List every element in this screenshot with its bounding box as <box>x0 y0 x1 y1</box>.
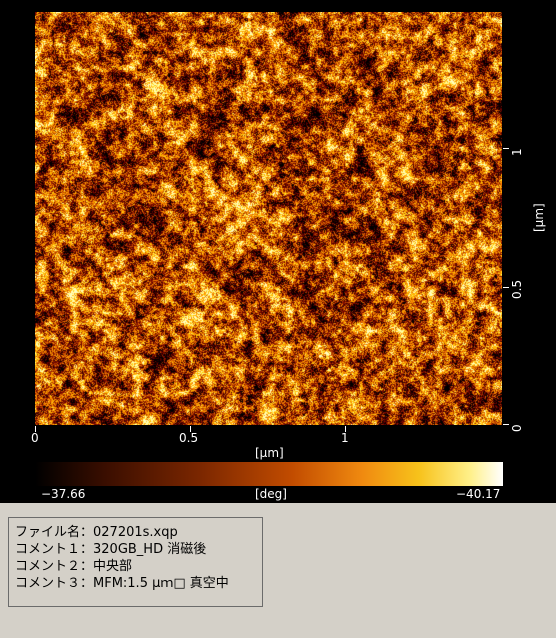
comment-3-line: コメント３：MFM:1.5 μｍ□ 真空中 <box>15 576 229 591</box>
y-tick-1 <box>503 148 509 149</box>
y-tick-05 <box>503 287 509 288</box>
y-tick-label-0: 0 <box>510 424 524 432</box>
colorbar-min-label: −37.66 <box>41 487 86 501</box>
x-tick-0 <box>35 426 36 432</box>
color-scale-bar <box>35 462 503 486</box>
colorbar-unit-label: [deg] <box>255 487 287 501</box>
x-tick-label-0: 0 <box>31 431 39 445</box>
x-tick-1 <box>345 426 346 432</box>
y-tick-label-1: 1 <box>510 148 524 156</box>
y-tick-label-05: 0.5 <box>510 279 524 299</box>
file-name-line: ファイル名：027201s.xqp <box>15 525 178 540</box>
y-axis-unit: [μm] <box>532 203 546 232</box>
colorbar-max-label: −40.17 <box>456 487 501 501</box>
x-tick-label-1: 1 <box>341 431 349 445</box>
y-tick-0 <box>503 424 509 425</box>
comment-1-line: コメント１：320GB_HD 消磁後 <box>15 542 207 557</box>
x-tick-label-05: 0.5 <box>179 431 199 445</box>
x-tick-05 <box>190 426 191 432</box>
file-info-panel: ファイル名：027201s.xqp コメント１：320GB_HD 消磁後 コメン… <box>8 517 263 607</box>
mfm-phase-image <box>35 12 502 425</box>
afm-viewer: 0 0.5 1 [μm] 1 0.5 0 [μm] −37.66 [deg] −… <box>0 0 556 503</box>
x-axis-unit: [μm] <box>255 446 284 460</box>
comment-2-line: コメント２：中央部 <box>15 559 133 574</box>
